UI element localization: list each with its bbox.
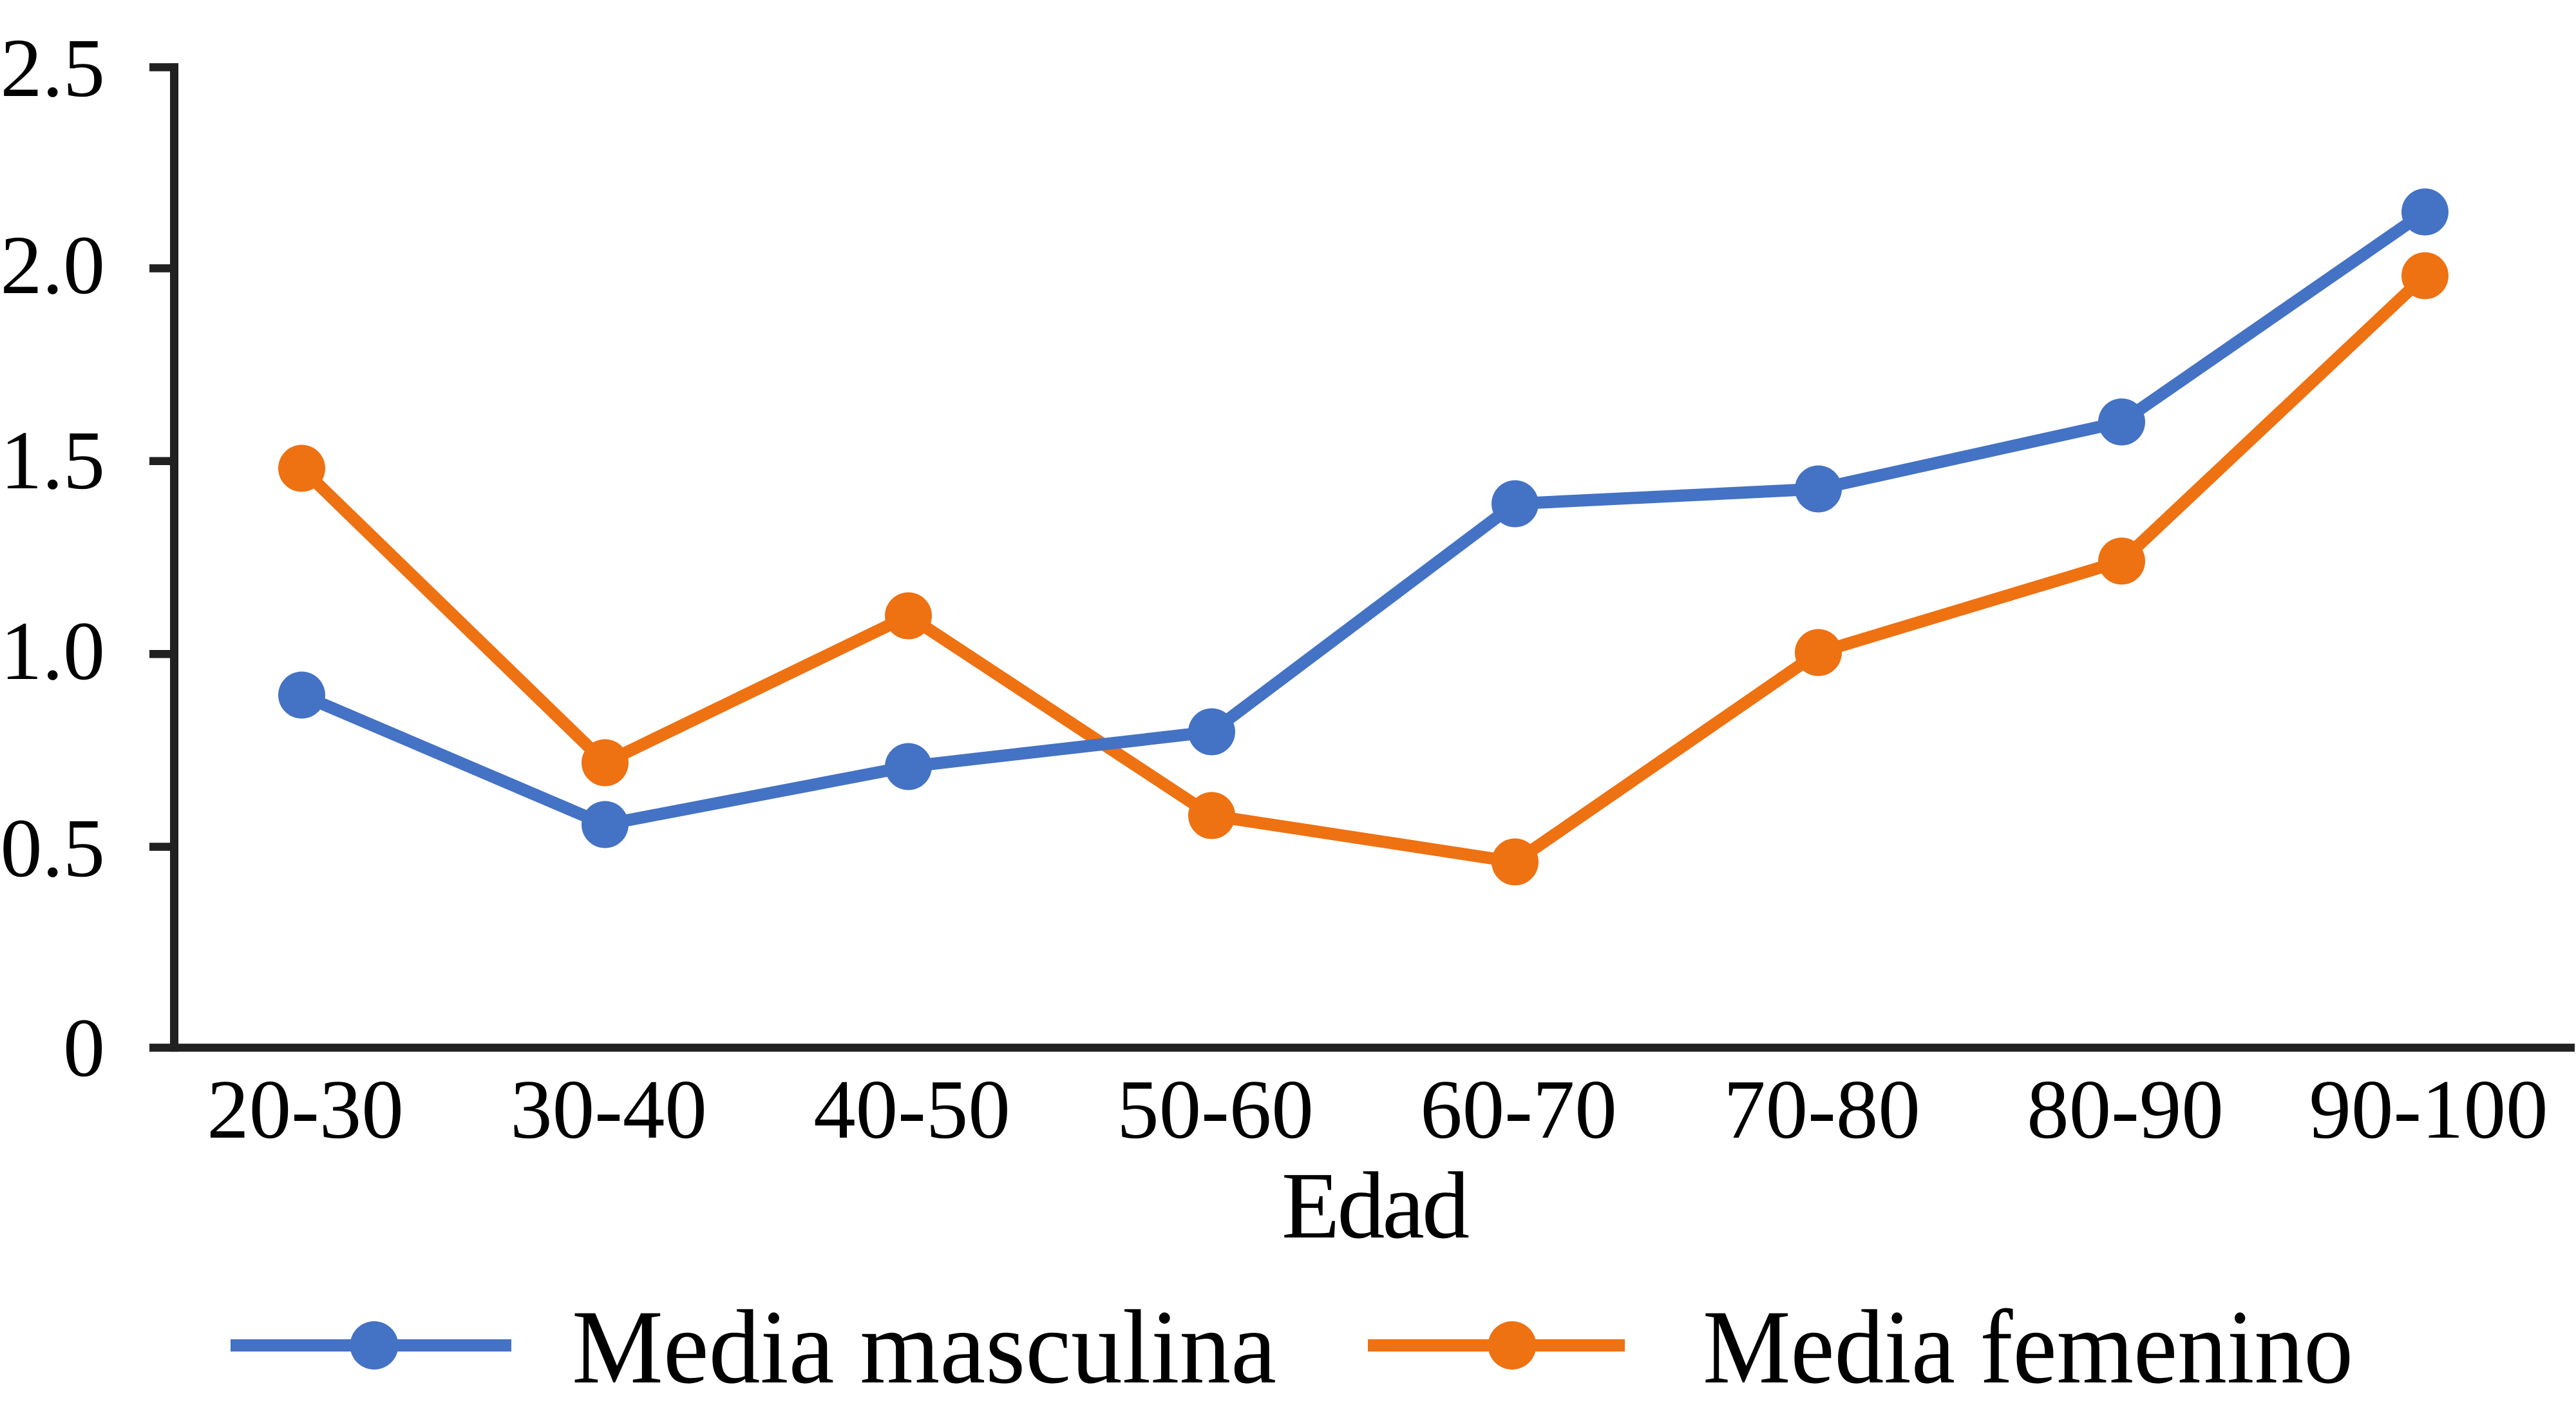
svg-text:0: 0 xyxy=(63,1002,105,1094)
svg-text:0.5: 0.5 xyxy=(1,802,106,895)
svg-text:Media femenino: Media femenino xyxy=(1703,1289,2353,1406)
svg-text:20-30: 20-30 xyxy=(207,1063,404,1156)
svg-text:2.0: 2.0 xyxy=(1,219,106,312)
svg-text:Media masculina: Media masculina xyxy=(572,1289,1276,1406)
svg-text:1.5: 1.5 xyxy=(1,414,106,507)
svg-text:80-90: 80-90 xyxy=(2027,1063,2224,1156)
svg-text:50-60: 50-60 xyxy=(1117,1063,1314,1156)
svg-text:Edad: Edad xyxy=(1282,1153,1470,1259)
svg-text:70-80: 70-80 xyxy=(1723,1063,1920,1156)
svg-text:1.0: 1.0 xyxy=(1,605,106,698)
svg-text:60-70: 60-70 xyxy=(1420,1063,1617,1156)
svg-text:40-50: 40-50 xyxy=(813,1063,1010,1156)
svg-text:90-100: 90-100 xyxy=(2309,1063,2548,1156)
svg-text:2.5: 2.5 xyxy=(1,22,106,115)
svg-text:30-40: 30-40 xyxy=(510,1063,707,1156)
